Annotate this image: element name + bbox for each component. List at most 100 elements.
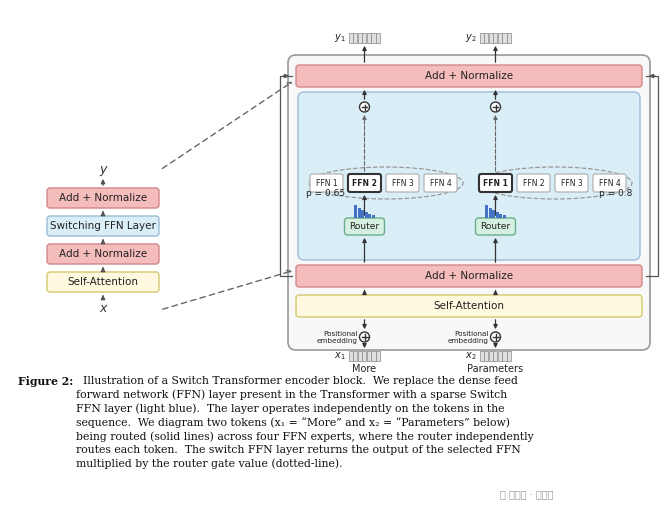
Bar — [502, 33, 506, 43]
Text: $y_1$: $y_1$ — [334, 32, 345, 44]
FancyBboxPatch shape — [345, 218, 385, 235]
Text: 📱 公众号 · 新智元: 📱 公众号 · 新智元 — [500, 489, 554, 499]
Bar — [348, 351, 352, 361]
FancyBboxPatch shape — [296, 65, 642, 87]
Text: Switching FFN Layer: Switching FFN Layer — [50, 221, 156, 231]
Bar — [498, 33, 502, 43]
Text: Positional
embedding: Positional embedding — [447, 330, 488, 344]
Bar — [372, 351, 376, 361]
Bar — [493, 351, 498, 361]
FancyBboxPatch shape — [47, 244, 159, 264]
Bar — [499, 214, 502, 218]
Bar — [507, 351, 511, 361]
Text: Add + Normalize: Add + Normalize — [425, 271, 513, 281]
FancyBboxPatch shape — [593, 174, 626, 192]
Bar — [507, 33, 511, 43]
Text: Router: Router — [349, 222, 380, 231]
Text: Positional
embedding: Positional embedding — [317, 330, 358, 344]
Bar — [353, 351, 357, 361]
Text: routes each token.  The switch FFN layer returns the output of the selected FFN: routes each token. The switch FFN layer … — [76, 445, 521, 455]
Bar — [358, 351, 362, 361]
FancyBboxPatch shape — [310, 174, 343, 192]
Text: Add + Normalize: Add + Normalize — [59, 193, 147, 203]
Text: y: y — [99, 163, 107, 177]
Text: More: More — [352, 364, 377, 374]
Bar — [362, 33, 366, 43]
Text: $x_2$: $x_2$ — [465, 350, 477, 362]
Bar — [502, 215, 506, 218]
Text: Add + Normalize: Add + Normalize — [59, 249, 147, 259]
Bar — [353, 33, 357, 43]
Text: $y_2$: $y_2$ — [465, 32, 477, 44]
Text: $x_1$: $x_1$ — [334, 350, 345, 362]
Bar — [348, 33, 352, 43]
FancyBboxPatch shape — [47, 272, 159, 292]
Text: Figure 2:: Figure 2: — [18, 376, 73, 387]
Circle shape — [360, 332, 370, 342]
FancyBboxPatch shape — [47, 216, 159, 236]
Bar — [372, 215, 375, 218]
Bar — [368, 214, 371, 218]
Circle shape — [490, 102, 500, 112]
FancyBboxPatch shape — [475, 218, 515, 235]
Text: FFN 2: FFN 2 — [523, 179, 544, 187]
Text: FFN 2: FFN 2 — [352, 179, 377, 187]
Bar — [485, 205, 488, 218]
Text: x: x — [99, 301, 107, 315]
Text: p = 0.65: p = 0.65 — [306, 189, 345, 199]
Bar — [493, 33, 498, 43]
Text: p = 0.8: p = 0.8 — [599, 189, 632, 199]
Bar — [492, 210, 495, 218]
Bar — [364, 212, 368, 218]
Text: Router: Router — [480, 222, 511, 231]
Bar — [362, 351, 366, 361]
Text: being routed (solid lines) across four FFN experts, where the router independent: being routed (solid lines) across four F… — [76, 431, 534, 442]
Circle shape — [360, 102, 370, 112]
Bar — [480, 33, 484, 43]
Text: FFN 3: FFN 3 — [560, 179, 582, 187]
FancyBboxPatch shape — [348, 174, 381, 192]
Text: Add + Normalize: Add + Normalize — [425, 71, 513, 81]
FancyBboxPatch shape — [296, 295, 642, 317]
Bar — [376, 33, 380, 43]
FancyBboxPatch shape — [479, 174, 512, 192]
FancyBboxPatch shape — [424, 174, 457, 192]
FancyBboxPatch shape — [386, 174, 419, 192]
Text: FFN 1: FFN 1 — [483, 179, 508, 187]
Bar — [367, 351, 371, 361]
Text: Illustration of a Switch Transformer encoder block.  We replace the dense feed: Illustration of a Switch Transformer enc… — [76, 376, 518, 386]
Bar — [484, 351, 488, 361]
Bar — [484, 33, 488, 43]
Bar — [488, 33, 493, 43]
Text: FFN 4: FFN 4 — [599, 179, 620, 187]
Bar — [488, 351, 493, 361]
Bar — [367, 33, 371, 43]
Bar — [354, 205, 357, 218]
Text: FFN layer (light blue).  The layer operates independently on the tokens in the: FFN layer (light blue). The layer operat… — [76, 404, 504, 414]
Bar — [502, 351, 506, 361]
Bar — [498, 351, 502, 361]
Bar — [358, 33, 362, 43]
Bar — [372, 33, 376, 43]
Bar — [496, 212, 499, 218]
Bar — [376, 351, 380, 361]
Text: FFN 4: FFN 4 — [430, 179, 451, 187]
Bar — [480, 351, 484, 361]
FancyBboxPatch shape — [296, 265, 642, 287]
Text: sequence.  We diagram two tokens (x₁ = “More” and x₂ = “Parameters” below): sequence. We diagram two tokens (x₁ = “M… — [76, 417, 510, 428]
Text: Self-Attention: Self-Attention — [434, 301, 504, 311]
Text: FFN 1: FFN 1 — [315, 179, 337, 187]
Text: Self-Attention: Self-Attention — [67, 277, 139, 287]
Text: FFN 3: FFN 3 — [391, 179, 413, 187]
Bar — [361, 210, 364, 218]
Bar — [488, 208, 492, 218]
FancyBboxPatch shape — [47, 188, 159, 208]
FancyBboxPatch shape — [298, 92, 640, 260]
Text: forward network (FFN) layer present in the Transformer with a sparse Switch: forward network (FFN) layer present in t… — [76, 390, 507, 401]
FancyBboxPatch shape — [517, 174, 550, 192]
Text: multiplied by the router gate value (dotted-line).: multiplied by the router gate value (dot… — [76, 459, 343, 469]
Circle shape — [490, 332, 500, 342]
FancyBboxPatch shape — [555, 174, 588, 192]
Bar — [358, 208, 361, 218]
FancyBboxPatch shape — [288, 55, 650, 350]
